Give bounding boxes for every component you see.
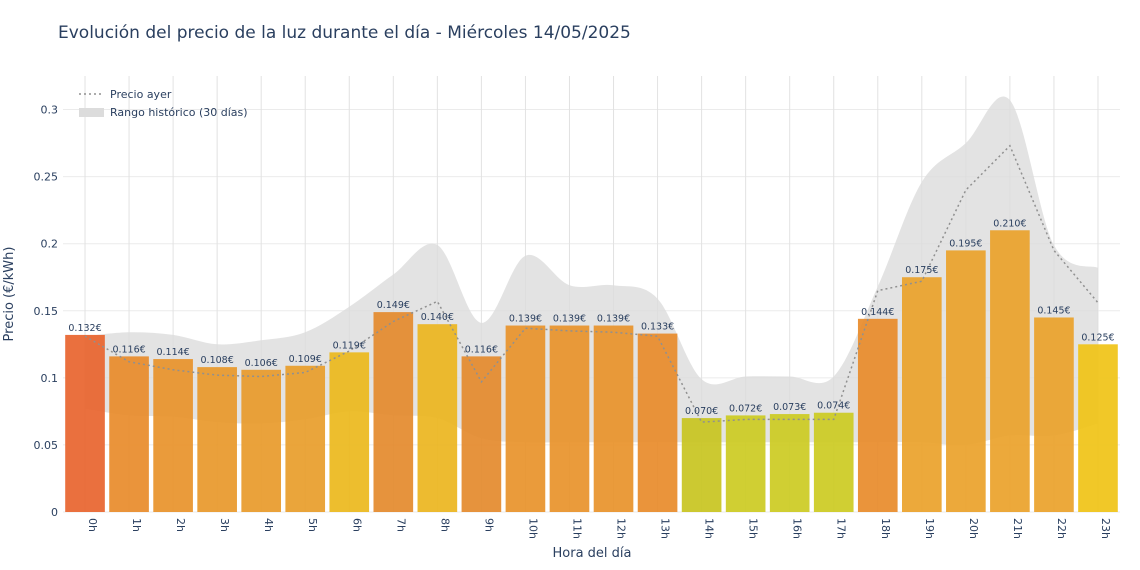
price-bar — [549, 325, 590, 512]
x-tick-label: 6h — [350, 518, 363, 532]
price-bar — [681, 418, 722, 512]
x-tick-label: 15h — [747, 518, 760, 539]
y-tick-label: 0.25 — [34, 171, 59, 184]
bar-data-label: 0.139€ — [509, 314, 542, 325]
price-bars — [65, 230, 1118, 512]
bar-data-label: 0.070€ — [685, 406, 718, 417]
price-bar — [637, 333, 678, 512]
price-bar — [65, 334, 105, 512]
price-bar — [285, 365, 326, 512]
legend-item-historical-range: Rango histórico (30 días) — [110, 106, 248, 119]
price-bar — [1078, 344, 1118, 512]
bar-data-label: 0.133€ — [641, 322, 674, 333]
bar-data-label: 0.195€ — [949, 238, 982, 249]
bar-data-label: 0.106€ — [245, 358, 278, 369]
price-bar — [946, 250, 986, 512]
bar-data-label: 0.109€ — [289, 354, 322, 365]
price-bar — [901, 277, 942, 512]
yesterday-price-line — [84, 144, 1099, 423]
x-tick-label: 0h — [86, 518, 99, 532]
bar-data-label: 0.073€ — [773, 402, 806, 413]
bar-data-label: 0.114€ — [156, 347, 189, 358]
price-bar — [461, 356, 502, 512]
bar-data-label: 0.116€ — [465, 344, 498, 355]
bar-data-label: 0.119€ — [333, 340, 366, 351]
bar-data-label: 0.132€ — [68, 323, 101, 334]
x-tick-label: 12h — [615, 518, 628, 539]
y-tick-label: 0.3 — [41, 104, 59, 117]
price-bar — [990, 230, 1030, 512]
price-bar — [197, 367, 237, 512]
x-tick-label: 11h — [570, 518, 583, 539]
x-tick-label: 19h — [923, 518, 936, 539]
price-bar — [153, 359, 193, 512]
legend-item-yesterday: Precio ayer — [110, 88, 172, 101]
y-tick-label: 0.15 — [34, 305, 59, 318]
price-bar — [769, 414, 810, 512]
x-tick-label: 21h — [1011, 518, 1024, 539]
bar-data-labels: 0.132€ 0.116€ 0.114€ 0.108€ 0.106€ 0.109€ 0.11… — [68, 218, 1114, 417]
price-bar — [1034, 317, 1074, 512]
x-tick-label: 2h — [174, 518, 187, 532]
bar-data-label: 0.074€ — [817, 401, 850, 412]
bar-data-label: 0.210€ — [993, 218, 1026, 229]
bar-data-label: 0.108€ — [201, 355, 234, 366]
chart-title: Evolución del precio de la luz durante e… — [58, 23, 631, 43]
bar-data-label: 0.145€ — [1037, 305, 1070, 316]
y-tick-label: 0.1 — [41, 372, 59, 385]
price-bar — [373, 312, 414, 512]
x-tick-label: 8h — [438, 518, 451, 532]
price-bar — [593, 325, 634, 512]
x-tick-label: 14h — [703, 518, 716, 539]
y-axis-title: Precio (€/kWh) — [2, 247, 17, 342]
x-tick-label: 7h — [394, 518, 407, 532]
price-bar — [813, 412, 854, 512]
price-bar — [109, 356, 149, 512]
y-tick-label: 0.2 — [41, 238, 59, 251]
x-tick-label: 20h — [967, 518, 980, 539]
x-axis-title: Hora del día — [553, 546, 632, 561]
x-tick-label: 4h — [262, 518, 275, 532]
price-bar — [505, 325, 546, 512]
x-tick-label: 5h — [306, 518, 319, 532]
x-axis-ticks: 0h 1h 2h 3h 4h 5h 6h 7h 8h 9h 10h 11h 12h 13h 14h 15h 16… — [86, 518, 1112, 539]
x-tick-label: 18h — [879, 518, 892, 539]
price-bar — [417, 324, 458, 512]
x-tick-label: 10h — [526, 518, 539, 539]
bar-data-label: 0.144€ — [861, 307, 894, 318]
y-axis-ticks: 0 0.05 0.1 0.15 0.2 0.25 0.3 — [34, 104, 59, 519]
price-bar — [241, 369, 282, 512]
price-bar — [329, 352, 370, 512]
x-tick-label: 22h — [1055, 518, 1068, 539]
price-bar — [725, 415, 766, 512]
x-tick-label: 23h — [1099, 518, 1112, 539]
y-tick-label: 0 — [51, 506, 58, 519]
x-tick-label: 3h — [218, 518, 231, 532]
bar-data-label: 0.139€ — [597, 314, 630, 325]
bar-data-label: 0.072€ — [729, 403, 762, 414]
y-tick-label: 0.05 — [34, 439, 59, 452]
yesterday-line — [84, 144, 1099, 423]
legend: Precio ayer Rango histórico (30 días) — [79, 88, 248, 119]
bar-data-label: 0.140€ — [421, 312, 454, 323]
x-tick-label: 9h — [482, 518, 495, 532]
x-tick-label: 17h — [835, 518, 848, 539]
bar-data-label: 0.116€ — [112, 344, 145, 355]
x-tick-label: 1h — [130, 518, 143, 532]
x-tick-label: 16h — [791, 518, 804, 539]
legend-band-swatch — [79, 108, 104, 117]
price-bar — [857, 318, 898, 512]
x-tick-label: 13h — [659, 518, 672, 539]
bar-data-label: 0.125€ — [1081, 332, 1114, 343]
bar-data-label: 0.139€ — [553, 314, 586, 325]
bar-data-label: 0.175€ — [905, 265, 938, 276]
bar-data-label: 0.149€ — [377, 300, 410, 311]
